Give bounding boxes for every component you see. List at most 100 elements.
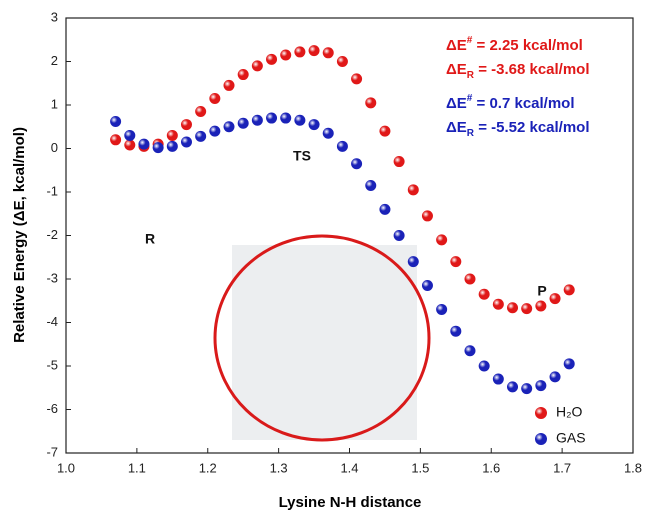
annotation: ΔER = -5.52 kcal/mol [446, 119, 590, 139]
annotation-text: = -3.68 kcal/mol [474, 61, 589, 78]
data-point [238, 69, 249, 80]
x-tick-label: 1.7 [553, 460, 571, 475]
data-point [280, 113, 291, 124]
data-point [124, 140, 135, 151]
data-point [365, 180, 376, 191]
legend-label: GAS [556, 430, 586, 446]
data-point [521, 383, 532, 394]
y-tick-label: -7 [46, 444, 58, 459]
x-tick-label: 1.8 [624, 460, 642, 475]
state-label: P [537, 283, 546, 299]
data-point [422, 280, 433, 291]
y-tick-label: 3 [51, 9, 58, 24]
y-tick-label: 2 [51, 53, 58, 68]
data-point [379, 126, 390, 137]
y-tick-label: -3 [46, 270, 58, 285]
data-point [507, 302, 518, 313]
data-point [153, 142, 164, 153]
data-point [436, 304, 447, 315]
data-point [450, 256, 461, 267]
x-tick-label: 1.5 [411, 460, 429, 475]
y-tick-label: -5 [46, 357, 58, 372]
annotation: ΔE# = 2.25 kcal/mol [446, 35, 583, 54]
annotation-text: = 0.7 kcal/mol [472, 95, 574, 112]
y-tick-label: -2 [46, 227, 58, 242]
data-point [266, 54, 277, 65]
data-point [351, 158, 362, 169]
y-tick-label: -1 [46, 183, 58, 198]
state-label: TS [293, 148, 311, 164]
data-point [521, 303, 532, 314]
y-tick-label: -4 [46, 314, 58, 329]
annotation-symbol: ΔE [446, 37, 467, 54]
data-point [564, 284, 575, 295]
data-point [195, 131, 206, 142]
x-tick-label: 1.3 [270, 460, 288, 475]
data-point [167, 130, 178, 141]
data-point [550, 371, 561, 382]
x-tick-label: 1.0 [57, 460, 75, 475]
data-point [408, 256, 419, 267]
y-axis-label: Relative Energy (ΔE, kcal/mol) [11, 127, 28, 343]
data-point [535, 300, 546, 311]
data-point [195, 106, 206, 117]
data-point [351, 73, 362, 84]
data-point [138, 139, 149, 150]
data-point [394, 156, 405, 167]
chart: Lysine N-H distance Relative Energy (ΔE,… [0, 0, 648, 513]
data-point [167, 141, 178, 152]
annotation: ΔER = -3.68 kcal/mol [446, 61, 590, 81]
y-tick-label: -6 [46, 401, 58, 416]
data-point [507, 381, 518, 392]
annotation-text: = -5.52 kcal/mol [474, 119, 589, 136]
annotation-text: = 2.25 kcal/mol [472, 37, 583, 54]
data-point [408, 184, 419, 195]
y-tick-label: 0 [51, 140, 58, 155]
x-tick-label: 1.4 [340, 460, 358, 475]
data-point [280, 49, 291, 60]
data-point [323, 128, 334, 139]
data-point [181, 136, 192, 147]
legend-marker [535, 433, 547, 445]
data-point [309, 119, 320, 130]
data-point [224, 121, 235, 132]
data-point [464, 274, 475, 285]
data-point [110, 134, 121, 145]
state-label: R [145, 231, 155, 247]
data-point [181, 119, 192, 130]
data-point [564, 358, 575, 369]
annotation: ΔE# = 0.7 kcal/mol [446, 93, 575, 112]
data-point [394, 230, 405, 241]
data-point [252, 60, 263, 71]
data-point [493, 374, 504, 385]
data-point [294, 46, 305, 57]
x-tick-label: 1.6 [482, 460, 500, 475]
data-point [252, 115, 263, 126]
data-point [294, 115, 305, 126]
data-point [309, 45, 320, 56]
data-point [224, 80, 235, 91]
data-point [337, 141, 348, 152]
data-point [436, 234, 447, 245]
annotation-symbol: ΔE [446, 119, 467, 136]
x-tick-label: 1.1 [128, 460, 146, 475]
molecule-inset [232, 245, 417, 440]
data-point [450, 326, 461, 337]
data-point [535, 380, 546, 391]
data-point [479, 289, 490, 300]
data-point [379, 204, 390, 215]
data-point [493, 299, 504, 310]
data-point [323, 47, 334, 58]
x-tick-label: 1.2 [199, 460, 217, 475]
data-point [479, 361, 490, 372]
legend-marker [535, 407, 547, 419]
data-point [266, 113, 277, 124]
legend-label: H₂O [556, 404, 583, 420]
data-point [209, 93, 220, 104]
data-point [238, 118, 249, 129]
data-point [110, 116, 121, 127]
annotation-symbol: ΔE [446, 95, 467, 112]
y-tick-label: 1 [51, 96, 58, 111]
data-point [209, 126, 220, 137]
data-point [422, 210, 433, 221]
